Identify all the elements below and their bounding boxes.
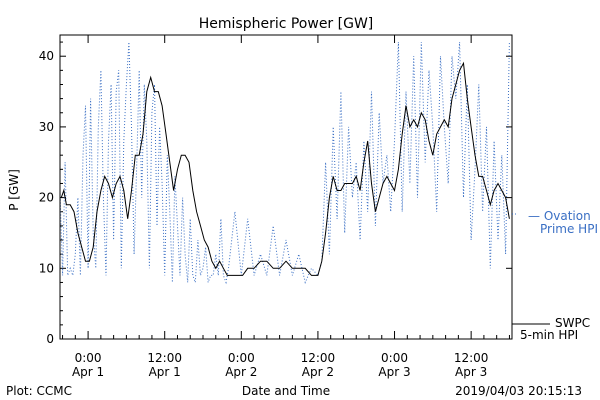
x-tick-time-label: 12:00 [147,351,182,365]
legend: — Ovation Prime HPI SWPC 5-min HPI [512,209,598,342]
y-tick-label: 10 [39,261,54,275]
x-tick-time-label: 0:00 [228,351,255,365]
swpc-hpi-series-line [60,61,510,276]
legend-ovation-line2: Prime HPI [540,222,598,236]
y-axis-label: P [GW] [7,169,21,211]
y-tick-label: 20 [39,191,54,205]
plot-credit: Plot: CCMC [6,384,72,398]
y-tick-label: 0 [46,332,54,346]
y-tick-label: 40 [39,49,54,63]
x-tick-date-label: Apr 1 [72,365,104,379]
legend-swpc-line2: 5-min HPI [520,328,578,342]
plot-timestamp: 2019/04/03 20:15:13 [455,384,582,398]
x-tick-date-label: Apr 1 [149,365,181,379]
ovation-prime-series-line [59,42,510,285]
legend-ovation-line1: — Ovation [528,209,591,223]
x-tick-time-label: 12:00 [301,351,336,365]
x-axis-label: Date and Time [242,384,330,398]
x-tick-time-label: 0:00 [75,351,102,365]
x-tick-date-label: Apr 2 [225,365,257,379]
data-series [59,42,510,285]
plot-frame [59,34,513,340]
chart-title: Hemispheric Power [GW] [199,16,374,32]
x-tick-date-label: Apr 3 [455,365,487,379]
x-tick-time-label: 12:00 [454,351,489,365]
legend-swpc-line1: SWPC [555,316,590,330]
x-tick-date-label: Apr 3 [378,365,410,379]
x-tick-date-label: Apr 2 [302,365,334,379]
x-tick-time-label: 0:00 [381,351,408,365]
y-tick-label: 30 [39,120,54,134]
y-axis-ticks: 0 10 20 30 40 [39,41,512,346]
